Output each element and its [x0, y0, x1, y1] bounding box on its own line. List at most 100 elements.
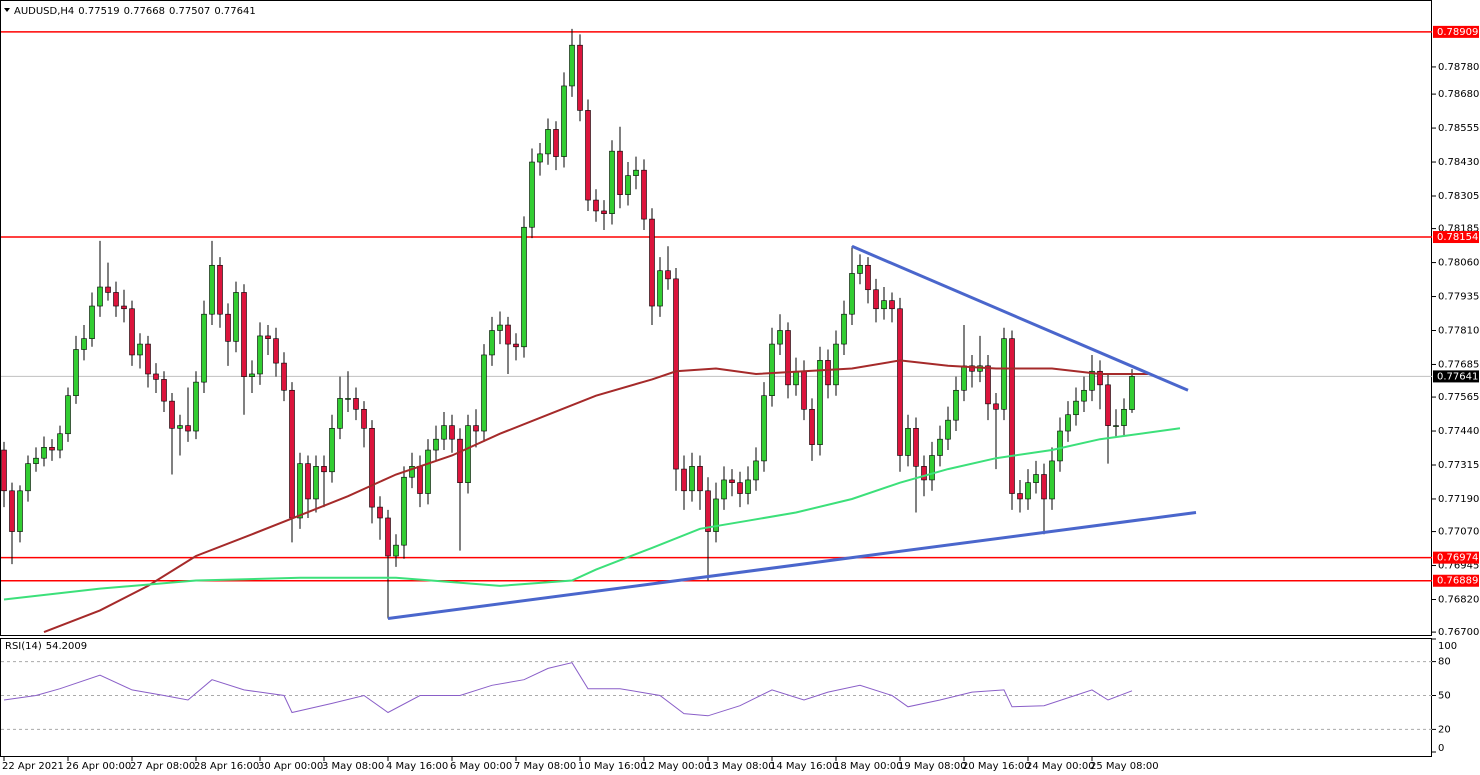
- candle-body: [305, 463, 311, 500]
- candle-body: [769, 343, 775, 397]
- candle-body: [105, 286, 111, 293]
- candle-body: [1041, 474, 1047, 500]
- candle-body: [1089, 370, 1095, 391]
- candle-body: [329, 428, 335, 473]
- candle-body: [1121, 408, 1127, 426]
- candle-body: [777, 330, 783, 345]
- x-tick-label: 13 May 08:00: [706, 761, 775, 772]
- candle-body: [97, 286, 103, 307]
- x-tick-label: 19 May 08:00: [898, 761, 967, 772]
- candle-body: [553, 129, 559, 157]
- candle-body: [481, 354, 487, 432]
- x-tick-label: 12 May 00:00: [642, 761, 711, 772]
- candle-body: [721, 479, 727, 500]
- candle-body: [25, 463, 31, 492]
- trendline: [851, 244, 1189, 392]
- candle-body: [929, 455, 935, 481]
- candle-body: [401, 476, 407, 546]
- y-tick-label: 0.77565: [1438, 392, 1479, 403]
- candle-body: [665, 270, 671, 280]
- candle-body: [1001, 338, 1007, 410]
- candle-body: [169, 400, 175, 429]
- candle-body: [985, 365, 991, 405]
- candle-body: [377, 506, 383, 519]
- candle-body: [873, 289, 879, 310]
- candle-body: [465, 425, 471, 483]
- candle-body: [857, 264, 863, 274]
- y-tick-label: 0.77935: [1438, 292, 1479, 303]
- candle-body: [121, 305, 127, 310]
- rsi-value: 54.2009: [46, 641, 87, 652]
- price-label: 0.77641: [1437, 371, 1478, 382]
- candle-body: [889, 300, 895, 310]
- x-tick-label: 4 May 16:00: [386, 761, 448, 772]
- candle-body: [265, 335, 271, 339]
- x-tick-label: 18 May 00:00: [834, 761, 903, 772]
- candle-body: [369, 428, 375, 508]
- candle-body: [993, 403, 999, 410]
- y-tick-label: 0.78185: [1438, 224, 1479, 235]
- candle-body: [521, 226, 527, 348]
- candle-body: [785, 330, 791, 386]
- y-tick-label: 0.76820: [1438, 594, 1479, 605]
- candle-body: [153, 373, 159, 380]
- y-tick-label: 0.77810: [1438, 325, 1479, 336]
- candle-body: [1017, 493, 1023, 500]
- candle-body: [345, 398, 351, 400]
- candle-body: [313, 466, 319, 500]
- candle-body: [161, 379, 167, 402]
- candle-body: [545, 129, 551, 155]
- trendline: [387, 511, 1197, 620]
- rsi-tick-label: 100: [1438, 641, 1457, 652]
- candle-body: [1129, 376, 1135, 410]
- x-tick-label: 14 May 16:00: [770, 761, 839, 772]
- rsi-tick-label: 80: [1438, 657, 1451, 668]
- candle-body: [449, 425, 455, 440]
- y-tick-label: 0.77685: [1438, 359, 1479, 370]
- y-tick-label: 0.76700: [1438, 627, 1479, 638]
- candle-body: [225, 313, 231, 342]
- candle-body: [849, 273, 855, 315]
- chart-header: AUDUSD,H4 0.77519 0.77668 0.77507 0.77641: [14, 6, 256, 17]
- candle-body: [417, 466, 423, 494]
- candle-body: [241, 292, 247, 377]
- candle-body: [17, 490, 23, 532]
- candle-body: [281, 362, 287, 391]
- candle-body: [441, 425, 447, 440]
- x-tick-label: 7 May 08:00: [514, 761, 576, 772]
- candle-body: [593, 199, 599, 212]
- level-label: 0.78154: [1437, 232, 1478, 243]
- candle-body: [905, 428, 911, 456]
- candle-body: [49, 447, 55, 451]
- y-tick-label: 0.77315: [1438, 460, 1479, 471]
- candle-body: [961, 365, 967, 391]
- x-tick-label: 28 Apr 16:00: [194, 761, 259, 772]
- x-tick-label: 30 Apr 00:00: [258, 761, 323, 772]
- level-label: 0.76974: [1437, 553, 1478, 564]
- x-tick-label: 6 May 00:00: [450, 761, 512, 772]
- candle-body: [713, 498, 719, 532]
- candle-body: [537, 153, 543, 163]
- x-tick-label: 26 Apr 00:00: [66, 761, 131, 772]
- y-tick-label: 0.78680: [1438, 89, 1479, 100]
- candle-body: [81, 338, 87, 350]
- header-value: 0.77519: [78, 6, 119, 17]
- candle-body: [609, 150, 615, 214]
- level-label: 0.78909: [1437, 27, 1478, 38]
- candle-body: [73, 349, 79, 397]
- candle-body: [793, 370, 799, 386]
- candle-body: [337, 398, 343, 429]
- candle-body: [969, 365, 975, 372]
- y-tick-label: 0.78305: [1438, 191, 1479, 202]
- candle-body: [825, 360, 831, 386]
- candle-body: [1009, 338, 1015, 494]
- candle-body: [33, 457, 39, 464]
- candle-body: [585, 110, 591, 201]
- header-value: 0.77668: [124, 6, 165, 17]
- candle-body: [689, 466, 695, 492]
- candle-body: [473, 425, 479, 432]
- candle-body: [249, 373, 255, 377]
- candle-body: [1113, 425, 1119, 427]
- rsi-label: RSI(14) 54.2009: [5, 641, 87, 652]
